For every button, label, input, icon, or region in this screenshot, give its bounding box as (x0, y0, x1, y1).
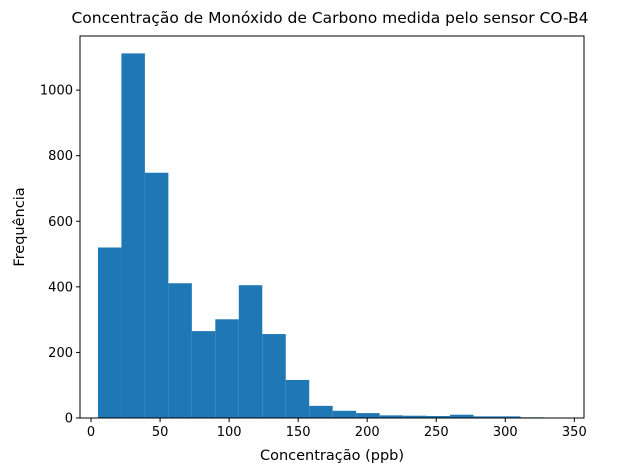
histogram-bar (332, 410, 357, 418)
histogram-bar (97, 247, 122, 418)
histogram-bar (262, 334, 286, 418)
histogram-bar (379, 415, 404, 418)
x-tick-label: 0 (87, 425, 95, 440)
x-tick-label: 350 (562, 425, 587, 440)
chart-title: Concentração de Monóxido de Carbono medi… (71, 9, 588, 27)
histogram-bars (97, 53, 568, 418)
histogram-bar (144, 172, 169, 418)
histogram-bar (215, 319, 239, 418)
x-tick-label: 50 (152, 425, 169, 440)
x-tick-label: 300 (493, 425, 518, 440)
plot-frame (79, 35, 585, 419)
histogram-bar (238, 285, 263, 418)
histogram-bar (473, 416, 498, 418)
x-tick-label: 250 (424, 425, 449, 440)
histogram-bar (403, 415, 427, 418)
y-tick-label: 1000 (40, 84, 73, 99)
y-tick-label: 600 (48, 215, 73, 230)
histogram-bar (191, 331, 216, 418)
x-tick-label: 200 (355, 425, 380, 440)
histogram-bar (309, 405, 333, 418)
y-tick-label: 200 (48, 346, 73, 361)
histogram-bar (356, 413, 380, 418)
histogram-bar (285, 379, 310, 418)
x-tick-label: 100 (217, 425, 242, 440)
histogram-bar (497, 416, 521, 418)
y-tick-label: 0 (65, 412, 73, 427)
histogram-bar (450, 414, 474, 418)
y-tick-label: 400 (48, 280, 73, 295)
histogram-bar (121, 53, 145, 418)
y-axis-label: Frequência (12, 187, 28, 266)
histogram-bar (426, 416, 451, 418)
y-tick-label: 800 (48, 149, 73, 164)
histogram-bar (168, 283, 192, 418)
y-axis-ticks: 0 200 400 600 800 1000 (40, 84, 80, 427)
x-tick-label: 150 (286, 425, 311, 440)
x-axis-ticks: 0 50 100 150 200 250 300 350 (87, 418, 587, 440)
x-axis-label: Concentração (ppb) (260, 448, 404, 464)
